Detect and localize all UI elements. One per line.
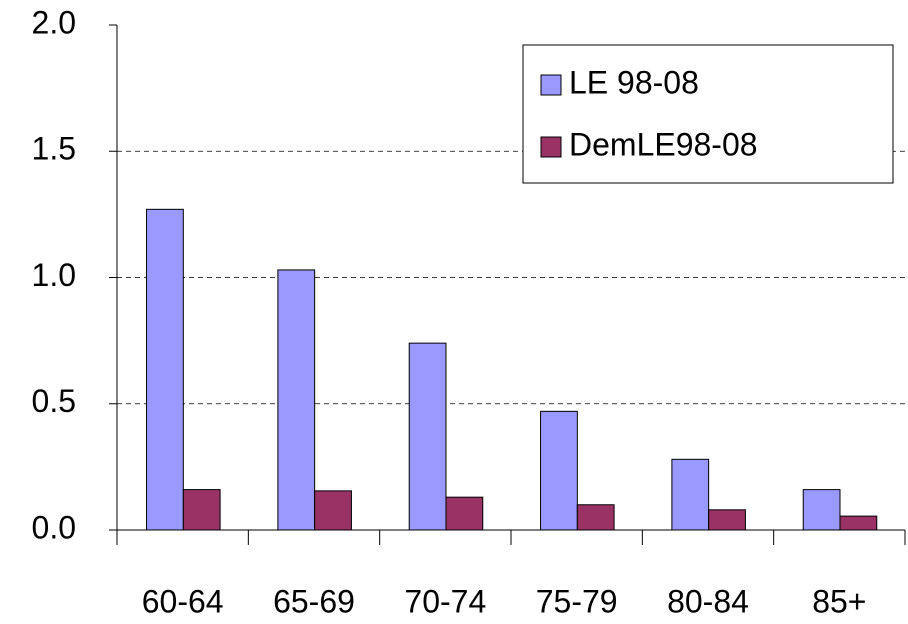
bar xyxy=(408,342,447,531)
bar xyxy=(445,496,484,531)
bar xyxy=(839,515,878,531)
x-tick-label: 85+ xyxy=(812,583,866,619)
legend-label: DemLE98-08 xyxy=(569,126,758,162)
y-tick-label: 1.5 xyxy=(32,131,76,167)
x-tick-label: 80-84 xyxy=(667,583,749,619)
bar xyxy=(576,504,615,531)
legend-swatch xyxy=(540,136,562,158)
bar xyxy=(277,269,316,531)
legend-label: LE 98-08 xyxy=(569,64,699,100)
bar xyxy=(540,410,578,531)
bar xyxy=(314,490,352,531)
x-tick-label: 75-79 xyxy=(536,583,618,619)
x-tick-label: 60-64 xyxy=(142,583,224,619)
bar xyxy=(182,489,221,531)
bar xyxy=(146,208,184,531)
bar xyxy=(802,489,841,531)
bar xyxy=(671,458,710,531)
y-tick-label: 2.0 xyxy=(32,4,76,40)
y-tick-label: 1.0 xyxy=(32,257,76,293)
legend-box xyxy=(522,44,894,184)
bar xyxy=(708,509,746,531)
y-tick-label: 0.5 xyxy=(32,383,76,419)
x-tick-label: 65-69 xyxy=(273,583,355,619)
y-tick-label: 0.0 xyxy=(32,509,76,545)
legend-swatch xyxy=(540,74,562,96)
x-tick-label: 70-74 xyxy=(404,583,486,619)
